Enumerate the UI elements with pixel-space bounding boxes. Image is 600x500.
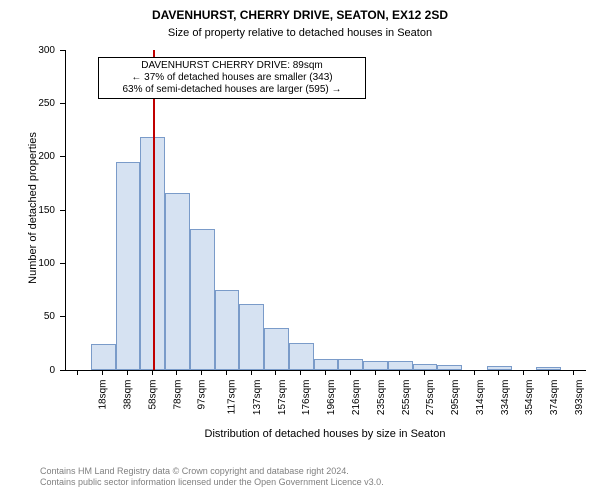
annotation-line: ← 37% of detached houses are smaller (34… <box>103 72 361 84</box>
bar <box>190 229 215 370</box>
attribution-text: Contains HM Land Registry data © Crown c… <box>40 466 384 488</box>
y-tick-label: 50 <box>44 311 55 322</box>
x-tick-label: 38sqm <box>123 380 134 410</box>
x-tick-label: 314sqm <box>475 380 486 416</box>
bar <box>289 343 314 370</box>
x-tick-label: 97sqm <box>197 380 208 410</box>
x-tick-label: 216sqm <box>351 380 362 416</box>
bar <box>215 290 240 370</box>
attribution-line-1: Contains HM Land Registry data © Crown c… <box>40 466 384 477</box>
y-tick-label: 100 <box>38 258 55 269</box>
annotation-line: DAVENHURST CHERRY DRIVE: 89sqm <box>103 60 361 72</box>
x-tick-label: 354sqm <box>524 380 535 416</box>
x-tick-label: 275sqm <box>425 380 436 416</box>
x-tick-label: 393sqm <box>574 380 585 416</box>
x-tick-label: 117sqm <box>227 380 238 415</box>
x-tick-label: 58sqm <box>147 380 158 410</box>
bar <box>363 361 388 370</box>
annotation-line: 63% of semi-detached houses are larger (… <box>103 84 361 96</box>
x-tick-label: 295sqm <box>450 380 461 416</box>
x-tick-label: 255sqm <box>401 380 412 416</box>
attribution-line-2: Contains public sector information licen… <box>40 477 384 488</box>
x-tick-label: 176sqm <box>302 380 313 416</box>
y-tick-label: 200 <box>38 151 55 162</box>
x-tick-label: 235sqm <box>376 380 387 416</box>
x-tick-label: 157sqm <box>277 380 288 416</box>
y-tick-label: 150 <box>38 205 55 216</box>
bar <box>264 328 289 370</box>
bar <box>338 359 363 370</box>
y-tick-label: 250 <box>38 98 55 109</box>
bar <box>388 361 413 370</box>
annotation-box: DAVENHURST CHERRY DRIVE: 89sqm← 37% of d… <box>98 57 366 99</box>
bar <box>314 359 339 370</box>
bar <box>165 193 190 370</box>
bar <box>239 304 264 370</box>
chart-title: DAVENHURST, CHERRY DRIVE, SEATON, EX12 2… <box>0 0 600 22</box>
y-tick-label: 0 <box>49 365 55 376</box>
x-tick-label: 374sqm <box>549 380 560 416</box>
bar <box>91 344 116 370</box>
chart-subtitle: Size of property relative to detached ho… <box>0 22 600 41</box>
title-line-2: Size of property relative to detached ho… <box>168 27 432 39</box>
x-tick-label: 137sqm <box>252 380 263 416</box>
x-tick-label: 196sqm <box>326 380 337 416</box>
y-tick-label: 300 <box>38 45 55 56</box>
bar <box>116 162 141 370</box>
title-line-1: DAVENHURST, CHERRY DRIVE, SEATON, EX12 2… <box>0 8 600 22</box>
x-tick-label: 334sqm <box>500 380 511 416</box>
y-axis-label: Number of detached properties <box>27 108 39 308</box>
x-axis-label: Distribution of detached houses by size … <box>65 428 585 440</box>
x-tick-label: 78sqm <box>172 380 183 410</box>
x-tick-label: 18sqm <box>98 380 109 410</box>
